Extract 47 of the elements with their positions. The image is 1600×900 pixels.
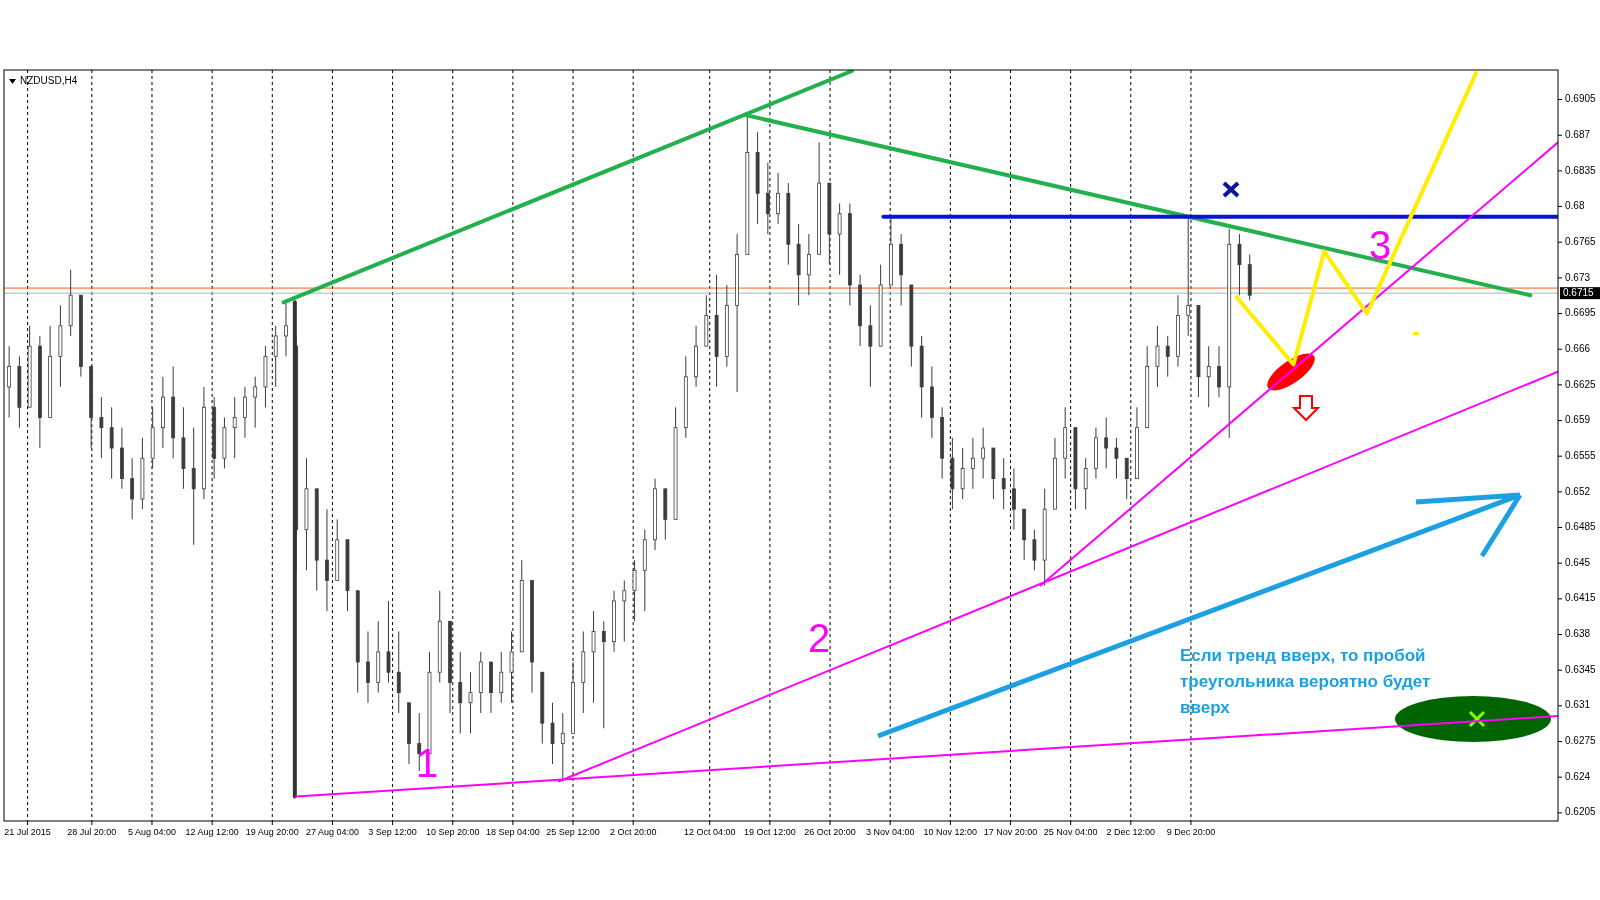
y-tick-label: 0.6275 [1565, 735, 1597, 747]
y-tick-label: 0.6765 [1565, 235, 1597, 247]
x-tick-label: 27 Aug 04:00 [305, 827, 359, 837]
text: NZDUSD,H4 [20, 75, 78, 86]
y-tick-label: 0.659 [1565, 414, 1591, 426]
y-tick-label: 0.631 [1565, 699, 1591, 711]
x-tick-label: 2 Oct 20:00 [609, 827, 657, 837]
x-tick-label: 19 Oct 12:00 [744, 827, 796, 837]
x-tick-label: 10 Nov 12:00 [923, 827, 978, 837]
x-tick-label: 10 Sep 20:00 [425, 827, 480, 837]
y-tick-label: 0.6485 [1565, 521, 1597, 533]
annotation: 3 [1368, 222, 1392, 267]
x-tick-label: 3 Sep 12:00 [368, 827, 417, 837]
y-tick-label: 0.6205 [1565, 806, 1597, 818]
y-tick-label: 0.6555 [1565, 449, 1597, 461]
y-tick-label: 0.6695 [1565, 307, 1597, 319]
x-tick-label: 25 Sep 12:00 [546, 827, 600, 837]
x-tick-label: 17 Nov 20:00 [983, 827, 1038, 837]
x-tick-label: 12 Oct 04:00 [683, 827, 736, 837]
y-tick-label: 0.6345 [1565, 663, 1597, 675]
x-tick-label: 2 Dec 12:00 [1106, 827, 1156, 837]
x-tick-label: 5 Aug 04:00 [127, 827, 177, 837]
y-tick-label: 0.645 [1565, 556, 1591, 568]
annotation: 2 [807, 615, 831, 660]
y-tick-label: 0.6835 [1565, 164, 1597, 176]
annotation: 1 [415, 740, 439, 785]
y-tick-label: 0.624 [1565, 770, 1591, 782]
x-tick-label: 25 Nov 04:00 [1043, 827, 1098, 837]
y-tick-label: 0.673 [1565, 271, 1591, 283]
annotation: Если тренд вверх, то пробой треугольника вероятно будет вверх [1180, 646, 1431, 717]
y-tick-label: 0.6415 [1565, 592, 1597, 604]
y-tick-label: 0.68 [1565, 200, 1585, 212]
y-tick-label: 0.652 [1565, 485, 1591, 497]
y-tick-label: 0.638 [1565, 628, 1591, 640]
ref-line-label: 0.6715 [1563, 286, 1595, 298]
y-tick-label: 0.687 [1565, 128, 1591, 140]
x-tick-label: 28 Jul 20:00 [67, 827, 117, 837]
x-tick-label: 9 Dec 20:00 [1166, 827, 1216, 837]
x-tick-label: 26 Oct 20:00 [804, 827, 856, 837]
x-tick-label: 18 Sep 04:00 [486, 827, 540, 837]
y-tick-label: 0.666 [1565, 342, 1591, 354]
y-tick-label: 0.6625 [1565, 378, 1597, 390]
y-tick-label: 0.6905 [1565, 93, 1597, 105]
x-tick-label: 3 Nov 04:00 [865, 827, 915, 837]
x-tick-label: 19 Aug 20:00 [245, 827, 299, 837]
x-tick-label: 21 Jul 2015 [4, 827, 51, 837]
x-tick-label: 12 Aug 12:00 [185, 827, 239, 837]
